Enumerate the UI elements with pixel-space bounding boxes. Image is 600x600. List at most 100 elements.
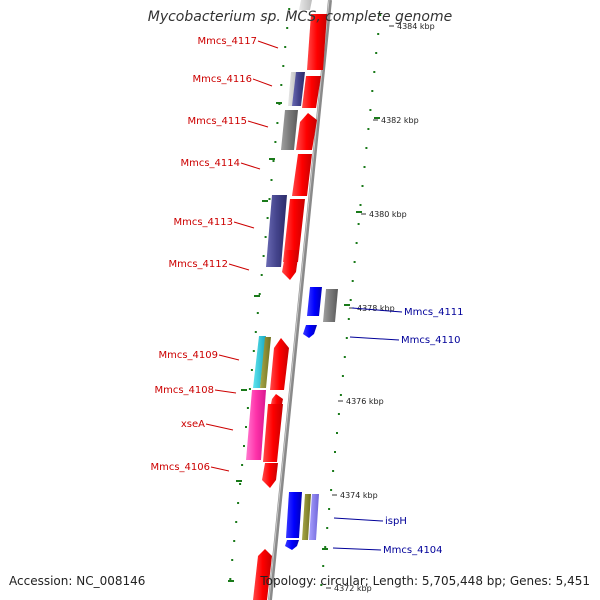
gc-dot bbox=[355, 242, 358, 244]
gene-label-text[interactable]: ispH bbox=[385, 516, 407, 527]
gene-label-text[interactable]: Mmcs_4109 bbox=[158, 350, 218, 361]
accession-text: Accession: NC_008146 bbox=[9, 574, 146, 588]
leader-line bbox=[240, 162, 261, 170]
coordinate-tick: 4380 kbp bbox=[361, 210, 407, 219]
gc-dot bbox=[351, 280, 354, 282]
gc-dot bbox=[367, 128, 370, 130]
tick-label: 4374 kbp bbox=[340, 491, 378, 500]
reverse-strand-features bbox=[285, 287, 338, 550]
gene-label-text[interactable]: xseA bbox=[181, 419, 205, 430]
gene-mmcs-4117-light bbox=[299, 0, 312, 10]
gene-label-left[interactable]: Mmcs_4115 bbox=[187, 116, 269, 128]
gc-dot bbox=[248, 388, 251, 390]
genome-backbone bbox=[268, 0, 332, 600]
tick-label: 4380 kbp bbox=[369, 210, 407, 219]
gc-dot bbox=[239, 483, 242, 485]
gc-dash bbox=[276, 102, 282, 104]
gene-mmcs-4111[interactable] bbox=[307, 287, 322, 316]
gc-dot bbox=[345, 337, 348, 339]
gc-dot bbox=[337, 413, 340, 415]
gc-dot bbox=[334, 451, 336, 453]
coordinate-tick: 4376 kbp bbox=[338, 397, 384, 406]
gc-dot bbox=[256, 312, 259, 314]
gene-label-left[interactable]: Mmcs_4112 bbox=[168, 259, 250, 271]
gene-mmcs-4108[interactable] bbox=[271, 394, 283, 404]
gene-label-left[interactable]: Mmcs_4106 bbox=[150, 462, 230, 473]
gene-label-text[interactable]: Mmcs_4117 bbox=[197, 36, 257, 47]
gene-mmcs-4115[interactable] bbox=[296, 113, 317, 150]
gene-mmcs-4112[interactable] bbox=[282, 250, 299, 280]
gene-label-text[interactable]: Mmcs_4106 bbox=[150, 462, 210, 473]
gc-dot bbox=[284, 46, 287, 48]
gene-label-left[interactable]: Mmcs_4114 bbox=[180, 158, 261, 170]
gc-dot bbox=[363, 166, 366, 168]
leader-line bbox=[332, 547, 382, 551]
gene-label-left[interactable]: xseA bbox=[181, 419, 234, 431]
gene-mmcs-4109[interactable] bbox=[270, 338, 289, 390]
leader-line bbox=[252, 78, 273, 87]
gene-label-right[interactable]: Mmcs_4111 bbox=[351, 307, 464, 318]
gene-mmcs-4114[interactable] bbox=[292, 154, 312, 196]
coordinate-tick: 4384 kbp bbox=[389, 22, 435, 31]
gene-label-text[interactable]: Mmcs_4115 bbox=[187, 116, 247, 127]
gene-label-left[interactable]: Mmcs_4109 bbox=[158, 350, 240, 361]
gene-label-text[interactable]: Mmcs_4116 bbox=[192, 74, 252, 85]
gc-dot bbox=[371, 90, 374, 92]
gene-label-text[interactable]: Mmcs_4114 bbox=[180, 158, 240, 169]
gc-dot bbox=[339, 394, 342, 396]
gene-label-right[interactable]: Mmcs_4104 bbox=[332, 545, 443, 556]
leader-line bbox=[218, 354, 240, 361]
gene-label-text[interactable]: Mmcs_4112 bbox=[168, 259, 228, 270]
coordinate-ticks: 4384 kbp 4382 kbp 4380 kbp 4378 kbp 4376 kbp… bbox=[326, 22, 435, 593]
gene-xsea[interactable] bbox=[263, 404, 283, 462]
gene-mmcs-4106[interactable] bbox=[262, 463, 278, 488]
gene-isph-olive bbox=[302, 494, 311, 540]
gc-dot bbox=[274, 141, 277, 143]
gc-dot bbox=[243, 445, 245, 447]
gene-label-text[interactable]: Mmcs_4104 bbox=[383, 545, 443, 556]
gene-mmcs-4104[interactable] bbox=[285, 540, 299, 550]
gc-dot bbox=[341, 375, 344, 377]
gc-dot bbox=[375, 52, 378, 54]
gc-dot bbox=[332, 470, 335, 472]
gene-isph[interactable] bbox=[286, 492, 302, 538]
gc-dash bbox=[241, 389, 247, 391]
gc-dot bbox=[270, 179, 273, 181]
gene-label-text[interactable]: Mmcs_4110 bbox=[401, 335, 461, 346]
gene-mmcs-4116[interactable] bbox=[302, 76, 321, 108]
gc-dot bbox=[357, 223, 360, 225]
gc-dash bbox=[236, 480, 242, 482]
gc-dot bbox=[379, 14, 382, 16]
gene-label-left[interactable]: Mmcs_4117 bbox=[197, 36, 279, 49]
gene-mmcs-4117[interactable] bbox=[307, 14, 327, 70]
tick-label: 4372 kbp bbox=[334, 584, 372, 593]
gene-mmcs-4111-grey[interactable] bbox=[323, 289, 338, 322]
gene-xsea-pink bbox=[246, 390, 266, 460]
gene-label-left[interactable]: Mmcs_4113 bbox=[173, 217, 255, 229]
gene-label-text[interactable]: Mmcs_4108 bbox=[154, 385, 214, 396]
genome-title: Mycobacterium sp. MCS, complete genome bbox=[147, 9, 453, 25]
gene-label-text[interactable]: Mmcs_4113 bbox=[173, 217, 233, 228]
gene-label-left[interactable]: Mmcs_4108 bbox=[154, 385, 237, 396]
gc-dot bbox=[254, 331, 257, 333]
coordinate-tick: 4382 kbp bbox=[373, 116, 419, 125]
gene-label-right[interactable]: Mmcs_4110 bbox=[349, 335, 461, 346]
gc-dot bbox=[262, 255, 265, 257]
gene-label-right[interactable]: ispH bbox=[333, 516, 407, 527]
gene-mmcs-4104-forward bbox=[253, 549, 272, 600]
gc-dot bbox=[324, 546, 327, 548]
gene-mmcs-4110[interactable] bbox=[303, 325, 317, 338]
gene-label-text[interactable]: Mmcs_4111 bbox=[404, 307, 464, 318]
gc-dot bbox=[280, 84, 283, 86]
gc-dot bbox=[330, 489, 333, 491]
gene-mmcs-4113-navy bbox=[266, 195, 287, 267]
gc-dot bbox=[326, 527, 329, 529]
gc-dot bbox=[369, 109, 372, 111]
gc-dot bbox=[258, 293, 261, 295]
gene-labels: Mmcs_4117 Mmcs_4116 Mmcs_4115 Mmcs_4114 Mmcs… bbox=[150, 36, 463, 556]
gene-label-left[interactable]: Mmcs_4116 bbox=[192, 74, 273, 87]
tick-label: 4384 kbp bbox=[397, 22, 435, 31]
leader-line bbox=[214, 389, 237, 394]
gene-mmcs-4113[interactable] bbox=[283, 199, 305, 262]
leader-line bbox=[210, 466, 230, 472]
